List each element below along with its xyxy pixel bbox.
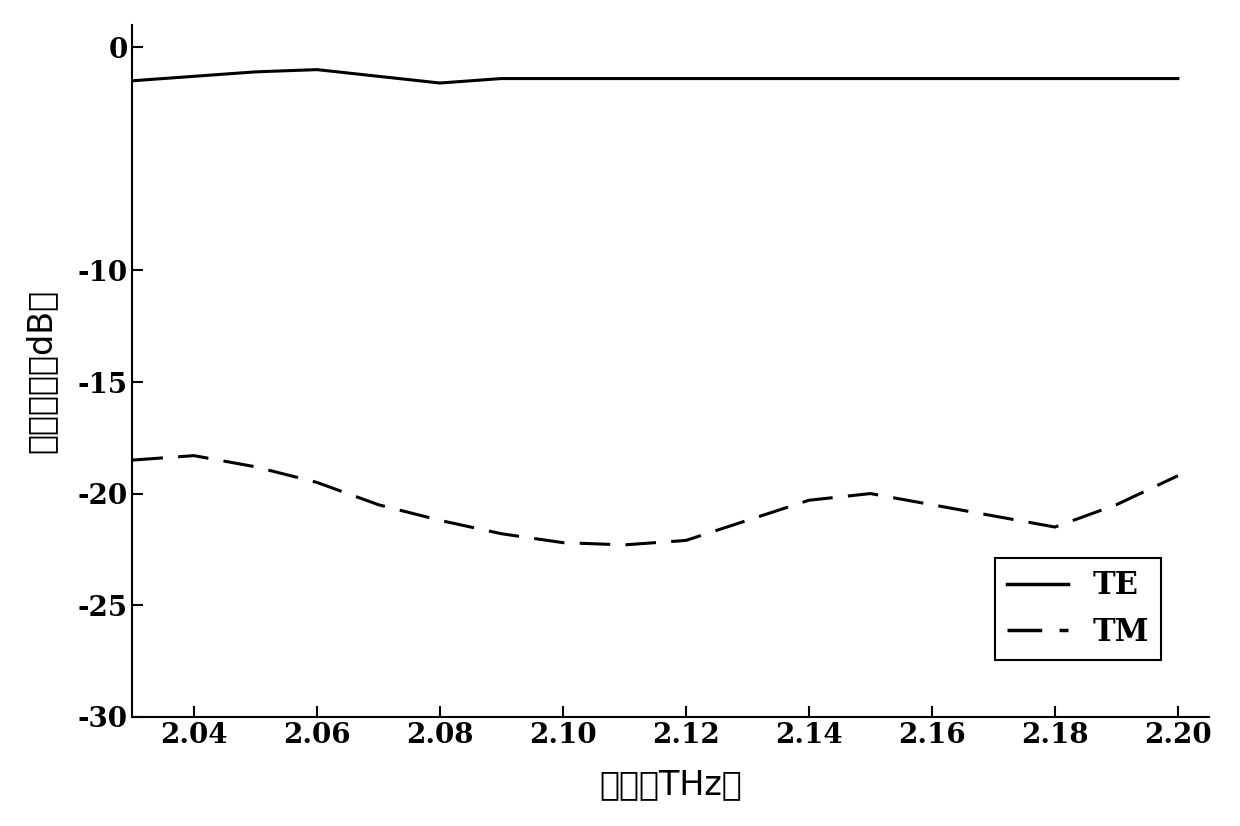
TM [1109, 500, 1123, 510]
TM [556, 538, 570, 548]
X-axis label: 频率（THz）: 频率（THz） [599, 768, 742, 801]
TM [125, 455, 140, 465]
TE [494, 74, 508, 83]
TM [618, 540, 632, 550]
TM [371, 500, 386, 510]
Line: TM: TM [133, 456, 1178, 545]
TM [863, 489, 878, 499]
TM [925, 500, 940, 510]
TM [1171, 471, 1185, 481]
TE [556, 74, 570, 83]
TE [186, 71, 201, 81]
TE [618, 74, 632, 83]
TE [801, 74, 816, 83]
TM [248, 462, 263, 472]
TE [1048, 74, 1063, 83]
TM [740, 515, 755, 525]
TM [310, 477, 325, 487]
TE [740, 74, 755, 83]
Y-axis label: 输出效率（dB）: 输出效率（dB） [25, 289, 58, 453]
Line: TE: TE [133, 69, 1178, 83]
TE [371, 71, 386, 81]
TE [1109, 74, 1123, 83]
TE [863, 74, 878, 83]
TE [986, 74, 1001, 83]
TE [433, 78, 448, 88]
TM [494, 529, 508, 539]
TM [801, 496, 816, 506]
TE [125, 76, 140, 86]
TM [186, 451, 201, 461]
TM [1048, 522, 1063, 532]
TM [986, 511, 1001, 521]
Legend: TE, TM: TE, TM [994, 558, 1161, 660]
TM [678, 535, 693, 545]
TE [248, 67, 263, 77]
TM [433, 515, 448, 525]
TE [678, 74, 693, 83]
TE [925, 74, 940, 83]
TE [310, 64, 325, 74]
TE [1171, 74, 1185, 83]
